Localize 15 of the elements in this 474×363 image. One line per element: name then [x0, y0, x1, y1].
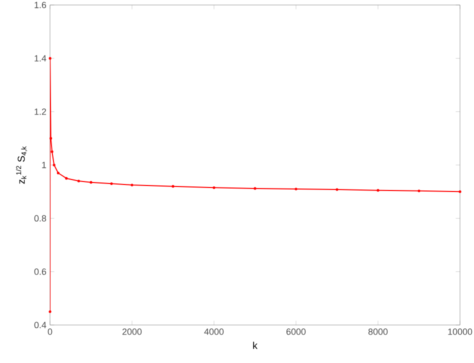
x-tick-label: 0	[48, 328, 52, 335]
x-tick-label: 10000	[448, 328, 472, 335]
y-axis-title: z$_{k}$$^{1/2}$ S$_{4,k}$	[16, 146, 28, 184]
y-tick-label: 0.6	[34, 268, 46, 275]
y-tick-label: 1.4	[34, 55, 46, 62]
x-tick-label: 2000	[122, 328, 142, 335]
y-tick-label: 1	[42, 162, 46, 168]
y-tick-label: 0.4	[34, 322, 46, 328]
x-tick-label: 8000	[368, 328, 388, 335]
y-tick-label: 1.6	[34, 2, 46, 8]
x-axis-title: k	[253, 342, 258, 349]
y-tick-label: 1.2	[34, 108, 46, 115]
x-tick-label: 6000	[286, 328, 306, 335]
x-tick-label: 4000	[204, 328, 224, 335]
y-tick-label: 0.8	[34, 215, 46, 222]
